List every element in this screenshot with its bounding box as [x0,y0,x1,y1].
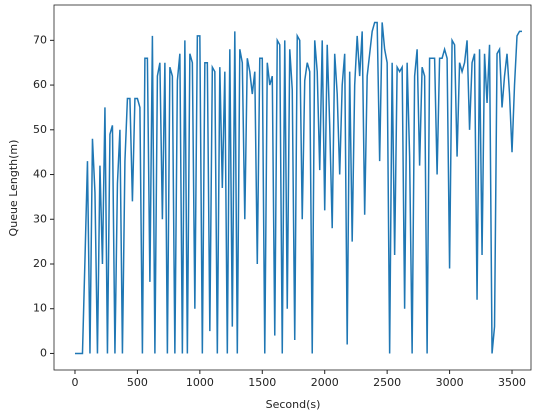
y-tick-label: 30 [33,212,47,225]
y-tick-label: 0 [40,346,47,359]
y-tick-label: 60 [33,78,47,91]
x-tick-label: 1000 [186,376,214,389]
y-axis-label: Queue Length(m) [7,140,20,237]
y-tick-label: 40 [33,168,47,181]
x-tick-label: 500 [127,376,148,389]
y-tick-label: 70 [33,33,47,46]
x-tick-label: 0 [71,376,78,389]
x-tick-label: 2500 [373,376,401,389]
y-tick-label: 10 [33,302,47,315]
y-tick-label: 20 [33,257,47,270]
x-tick-label: 2000 [311,376,339,389]
y-tick-label: 50 [33,123,47,136]
data-line [74,21,523,355]
x-tick-label: 3500 [498,376,526,389]
x-axis-label: Second(s) [266,398,321,411]
plot-frame [53,4,532,371]
x-tick-label: 1500 [248,376,276,389]
x-tick-label: 3000 [436,376,464,389]
